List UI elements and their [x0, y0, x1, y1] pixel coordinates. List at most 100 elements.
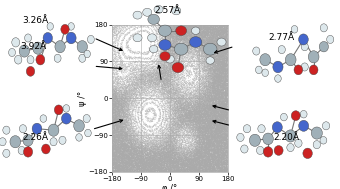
Circle shape: [206, 57, 215, 64]
Circle shape: [274, 146, 283, 155]
Circle shape: [322, 122, 330, 130]
Circle shape: [291, 111, 300, 121]
Circle shape: [26, 66, 35, 76]
Circle shape: [160, 52, 170, 61]
Circle shape: [154, 5, 163, 13]
Circle shape: [3, 126, 10, 134]
Circle shape: [294, 65, 303, 75]
Circle shape: [54, 105, 63, 115]
Circle shape: [66, 32, 76, 44]
Circle shape: [285, 54, 296, 66]
Circle shape: [77, 41, 87, 53]
Circle shape: [41, 144, 50, 154]
Circle shape: [273, 61, 283, 73]
Circle shape: [85, 129, 91, 137]
Circle shape: [24, 34, 32, 42]
Circle shape: [8, 48, 16, 57]
Circle shape: [303, 148, 312, 159]
Circle shape: [295, 139, 302, 147]
Circle shape: [3, 149, 10, 157]
Circle shape: [191, 27, 200, 34]
Circle shape: [299, 34, 308, 45]
Circle shape: [15, 55, 22, 64]
Circle shape: [243, 125, 251, 133]
Circle shape: [309, 65, 318, 75]
Circle shape: [54, 54, 61, 62]
Circle shape: [189, 37, 202, 47]
Circle shape: [158, 25, 171, 36]
Circle shape: [253, 47, 260, 55]
Circle shape: [172, 63, 184, 73]
Circle shape: [148, 14, 159, 25]
Y-axis label: ψ /°: ψ /°: [78, 91, 87, 106]
Text: 3.92Å: 3.92Å: [20, 42, 47, 51]
Circle shape: [61, 24, 69, 34]
Text: 2.77Å: 2.77Å: [269, 33, 295, 42]
Circle shape: [18, 146, 25, 154]
Circle shape: [174, 43, 188, 55]
Circle shape: [19, 45, 30, 57]
Circle shape: [23, 147, 33, 157]
Circle shape: [40, 115, 47, 122]
Circle shape: [260, 54, 271, 66]
Circle shape: [0, 138, 6, 146]
Circle shape: [320, 136, 327, 144]
Circle shape: [319, 41, 328, 52]
Circle shape: [165, 55, 174, 63]
Circle shape: [287, 143, 294, 152]
Circle shape: [301, 63, 308, 71]
Circle shape: [217, 38, 226, 46]
Circle shape: [55, 41, 65, 53]
Circle shape: [237, 133, 244, 141]
Circle shape: [76, 134, 82, 141]
Circle shape: [256, 146, 264, 154]
Circle shape: [258, 125, 265, 133]
Circle shape: [79, 54, 86, 62]
Circle shape: [43, 33, 52, 43]
Circle shape: [263, 133, 273, 145]
Text: 2.57Å: 2.57Å: [155, 6, 181, 15]
Circle shape: [256, 66, 262, 74]
Circle shape: [301, 43, 308, 51]
Circle shape: [74, 120, 84, 132]
X-axis label: φ /°: φ /°: [163, 184, 177, 189]
Text: 3.26Å: 3.26Å: [22, 16, 48, 25]
Circle shape: [285, 130, 296, 142]
Circle shape: [275, 75, 281, 82]
Text: 2.20Å: 2.20Å: [274, 133, 300, 142]
Circle shape: [264, 147, 273, 157]
Circle shape: [176, 26, 187, 36]
Circle shape: [262, 69, 269, 77]
Circle shape: [327, 35, 334, 43]
Circle shape: [300, 110, 307, 118]
Circle shape: [148, 34, 157, 42]
Circle shape: [87, 35, 95, 43]
Circle shape: [311, 127, 322, 139]
Circle shape: [133, 11, 142, 19]
Circle shape: [47, 23, 53, 30]
Circle shape: [203, 43, 217, 55]
Text: 2.26Å: 2.26Å: [22, 133, 48, 142]
Circle shape: [133, 34, 142, 42]
Circle shape: [150, 46, 158, 53]
Circle shape: [48, 124, 59, 136]
Circle shape: [59, 136, 66, 144]
Circle shape: [308, 51, 319, 63]
Circle shape: [19, 125, 27, 133]
Circle shape: [23, 135, 33, 146]
Circle shape: [10, 136, 21, 148]
Circle shape: [241, 145, 248, 153]
Circle shape: [280, 113, 287, 121]
Circle shape: [84, 50, 90, 58]
Circle shape: [63, 105, 70, 112]
Circle shape: [32, 123, 42, 134]
Circle shape: [249, 134, 260, 146]
Circle shape: [291, 26, 298, 33]
Circle shape: [36, 54, 45, 65]
Circle shape: [320, 24, 327, 32]
Circle shape: [62, 113, 71, 124]
Circle shape: [313, 141, 321, 149]
Circle shape: [33, 42, 43, 54]
Circle shape: [50, 138, 57, 146]
Circle shape: [299, 120, 309, 131]
